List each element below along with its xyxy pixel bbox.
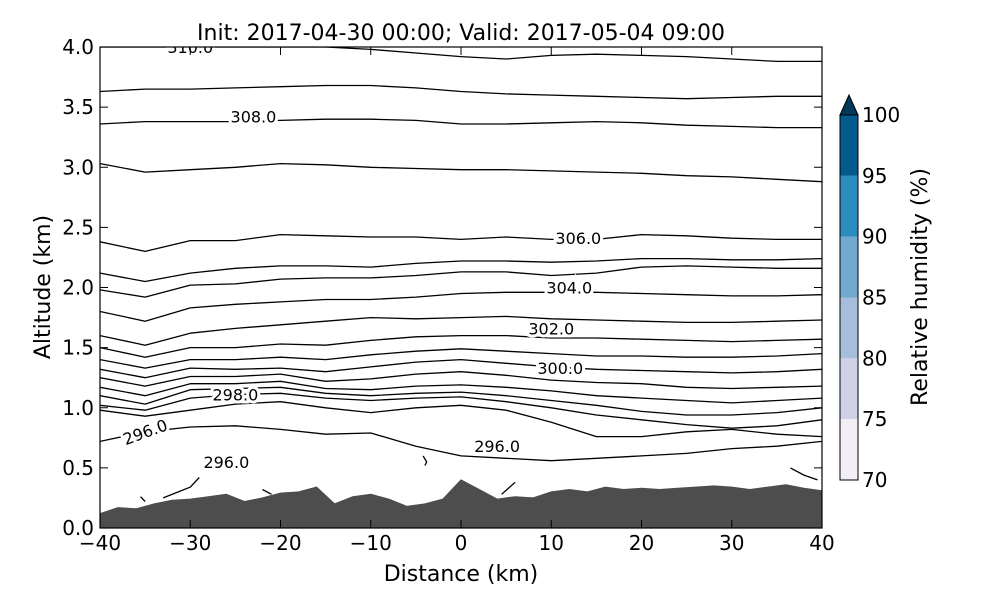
contour-label-7: 306.0	[555, 229, 601, 248]
chart-title: Init: 2017-04-30 00:00; Valid: 2017-05-0…	[197, 21, 725, 46]
y-tick-label: 1.0	[62, 396, 94, 420]
contour-label-2: 296.0	[474, 437, 520, 456]
plot-area: 296.0296.0296.0298.0300.0302.0304.0306.0…	[62, 35, 835, 555]
y-tick-label: 0.0	[62, 516, 94, 540]
colorbar-tick-label: 70	[862, 468, 887, 492]
contour-line-304	[100, 265, 822, 298]
contour-fragment-1	[140, 496, 146, 502]
plot-inner: 296.0 296.0 296.0 298.0 300.0 302.0 304.0 306.0…	[100, 47, 822, 528]
x-tick-label: −10	[350, 531, 392, 555]
contour-line-298	[100, 392, 822, 429]
contour-line-299	[100, 380, 822, 404]
colorbar-segment	[840, 297, 858, 359]
contour-line-305	[100, 257, 822, 283]
colorbar-tick-label: 75	[862, 407, 887, 431]
contour-line-298-5	[100, 386, 822, 416]
colorbar: 70 75 80 85 90 95 100	[839, 93, 900, 492]
contour-label-1: 296.0	[203, 453, 249, 472]
colorbar-tick-label: 95	[862, 164, 887, 188]
y-tick-label: 0.5	[62, 456, 94, 480]
contour-line-297	[100, 401, 822, 438]
contour-line-310	[100, 47, 822, 63]
contour-line-306	[100, 233, 822, 253]
contour-fragment-2	[262, 488, 272, 495]
contour-line-296	[100, 425, 822, 462]
colorbar-segment	[840, 115, 858, 176]
colorbar-tick-label: 90	[862, 225, 887, 249]
contour-line-307	[100, 162, 822, 183]
contour-label-4: 300.0	[537, 359, 583, 378]
colorbar-segment	[840, 236, 858, 298]
terrain	[100, 479, 822, 528]
contour-line-302	[100, 315, 822, 346]
contour-label-5: 302.0	[528, 319, 574, 338]
contour-line-303	[100, 291, 822, 322]
contour-line-299-5	[100, 371, 822, 390]
contour-label-8: 308.0	[231, 108, 277, 127]
x-axis-label: Distance (km)	[384, 562, 539, 587]
x-tick-label: −40	[79, 531, 121, 555]
contour-line-308	[100, 118, 822, 129]
colorbar-frame	[839, 114, 859, 481]
contour-line-309	[100, 84, 822, 100]
y-tick-label: 2.0	[62, 276, 94, 300]
contour-label-6: 304.0	[546, 279, 592, 298]
colorbar-tick-label: 100	[862, 103, 900, 127]
x-tick-label: −20	[259, 531, 301, 555]
contour-line-301	[100, 334, 822, 358]
x-tick-label: 30	[719, 531, 744, 555]
x-tick-label: 20	[629, 531, 654, 555]
y-tick-label: 4.0	[62, 35, 94, 59]
y-tick-label: 2.5	[62, 215, 94, 239]
contour-line-300-5	[100, 348, 822, 369]
x-tick-label: 10	[539, 531, 564, 555]
contour-fragment-0	[162, 477, 200, 499]
colorbar-tick-label: 85	[862, 286, 887, 310]
contour-fragment-5	[790, 467, 818, 481]
colorbar-label: Relative humidity (%)	[908, 168, 933, 406]
colorbar-segment	[840, 175, 858, 237]
colorbar-tick-label: 80	[862, 346, 887, 370]
x-tick-label: −30	[169, 531, 211, 555]
x-tick-label: 40	[809, 531, 834, 555]
colorbar-segment	[840, 358, 858, 420]
contour-label-0: 296.0	[121, 416, 171, 450]
contour-line-300	[100, 358, 822, 379]
contour-label-3: 298.0	[212, 386, 258, 405]
y-tick-label: 1.5	[62, 336, 94, 360]
x-tick-label: 0	[455, 531, 468, 555]
colorbar-extend-arrow	[839, 93, 859, 116]
colorbar-segment	[840, 419, 858, 480]
y-tick-label: 3.0	[62, 155, 94, 179]
y-tick-label: 3.5	[62, 95, 94, 119]
contour-fragment-4	[501, 481, 516, 495]
y-axis-label: Altitude (km)	[31, 215, 56, 359]
contour-fragment-3	[422, 455, 428, 466]
